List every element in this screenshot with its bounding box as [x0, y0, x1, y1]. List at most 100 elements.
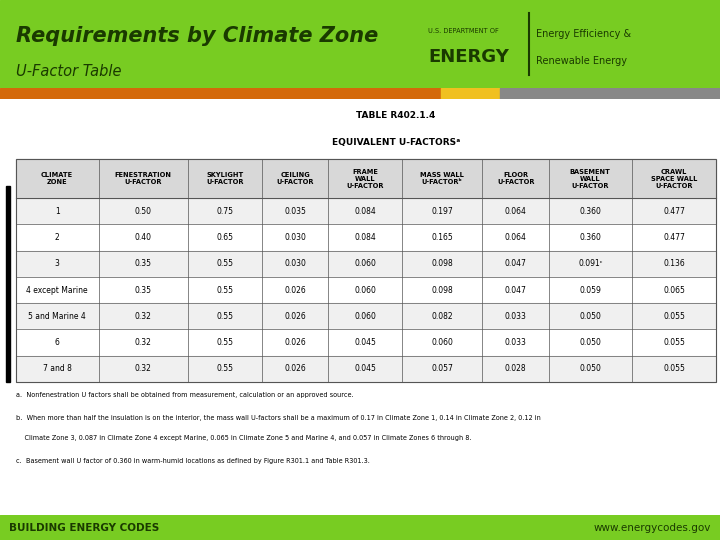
Text: CEILING
U-FACTOR: CEILING U-FACTOR: [276, 172, 314, 185]
Text: MASS WALL
U-FACTORᵇ: MASS WALL U-FACTORᵇ: [420, 172, 464, 185]
Bar: [16, 159, 716, 382]
Text: 0.32: 0.32: [135, 312, 152, 321]
Bar: [16, 198, 716, 225]
Text: 0.35: 0.35: [135, 259, 152, 268]
Text: 0.65: 0.65: [217, 233, 233, 242]
Text: 0.75: 0.75: [217, 207, 233, 216]
Text: 0.030: 0.030: [284, 233, 306, 242]
Text: ENERGY: ENERGY: [428, 48, 509, 65]
Text: a.  Nonfenestration U factors shall be obtained from measurement, calculation or: a. Nonfenestration U factors shall be ob…: [16, 393, 354, 399]
Text: 0.028: 0.028: [505, 364, 526, 373]
Text: 0.060: 0.060: [354, 259, 376, 268]
Text: 0.136: 0.136: [663, 259, 685, 268]
Text: 1: 1: [55, 207, 60, 216]
Text: 2: 2: [55, 233, 60, 242]
Text: FLOOR
U-FACTOR: FLOOR U-FACTOR: [497, 172, 534, 185]
Text: 0.060: 0.060: [354, 312, 376, 321]
Text: 0.064: 0.064: [505, 233, 526, 242]
Text: 0.082: 0.082: [431, 312, 453, 321]
Text: BASEMENT
WALL
U-FACTOR: BASEMENT WALL U-FACTOR: [570, 168, 611, 188]
Bar: [16, 277, 716, 303]
Text: 0.060: 0.060: [354, 286, 376, 294]
Text: 0.55: 0.55: [217, 364, 233, 373]
Bar: [16, 251, 716, 277]
Text: 0.026: 0.026: [284, 312, 306, 321]
Text: 0.55: 0.55: [217, 312, 233, 321]
Bar: [16, 329, 716, 356]
Text: 0.360: 0.360: [580, 233, 601, 242]
Text: CRAWL
SPACE WALL
U-FACTOR: CRAWL SPACE WALL U-FACTOR: [651, 168, 697, 188]
Bar: [16, 356, 716, 382]
Bar: [16, 303, 716, 329]
Text: 0.477: 0.477: [663, 207, 685, 216]
Text: 0.55: 0.55: [217, 286, 233, 294]
Bar: [441, 88, 500, 99]
Text: CLIMATE
ZONE: CLIMATE ZONE: [41, 172, 73, 185]
Text: 0.098: 0.098: [431, 259, 453, 268]
Bar: [500, 88, 720, 99]
Text: Climate Zone 3, 0.087 in Climate Zone 4 except Marine, 0.065 in Climate Zone 5 a: Climate Zone 3, 0.087 in Climate Zone 4 …: [16, 435, 472, 441]
Text: U.S. DEPARTMENT OF: U.S. DEPARTMENT OF: [428, 28, 499, 34]
Text: 0.050: 0.050: [580, 338, 601, 347]
Text: c.  Basement wall U factor of 0.360 in warm-humid locations as defined by Figure: c. Basement wall U factor of 0.360 in wa…: [16, 457, 369, 464]
Text: 0.045: 0.045: [354, 364, 376, 373]
Text: 0.045: 0.045: [354, 338, 376, 347]
Bar: [16, 225, 716, 251]
Text: 0.55: 0.55: [217, 338, 233, 347]
Text: 0.40: 0.40: [135, 233, 152, 242]
Text: www.energycodes.gov: www.energycodes.gov: [594, 523, 711, 532]
Text: 0.057: 0.057: [431, 364, 453, 373]
Text: FENESTRATION
U-FACTOR: FENESTRATION U-FACTOR: [115, 172, 172, 185]
Text: 7 and 8: 7 and 8: [42, 364, 71, 373]
Text: 0.060: 0.060: [431, 338, 453, 347]
Text: 0.091ᶜ: 0.091ᶜ: [578, 259, 603, 268]
Text: Renewable Energy: Renewable Energy: [536, 56, 627, 66]
Text: 0.059: 0.059: [580, 286, 601, 294]
Text: EQUIVALENT U-FACTORSᵃ: EQUIVALENT U-FACTORSᵃ: [332, 138, 460, 147]
Text: FRAME
WALL
U-FACTOR: FRAME WALL U-FACTOR: [346, 168, 384, 188]
Text: 0.35: 0.35: [135, 286, 152, 294]
Text: 0.035: 0.035: [284, 207, 306, 216]
Text: 0.026: 0.026: [284, 286, 306, 294]
Text: 0.084: 0.084: [354, 207, 376, 216]
Text: 0.32: 0.32: [135, 364, 152, 373]
Bar: [6, 186, 10, 382]
Text: SKYLIGHT
U-FACTOR: SKYLIGHT U-FACTOR: [206, 172, 243, 185]
Text: b.  When more than half the insulation is on the interior, the mass wall U-facto: b. When more than half the insulation is…: [16, 415, 541, 421]
Text: BUILDING ENERGY CODES: BUILDING ENERGY CODES: [9, 523, 159, 532]
Text: 0.064: 0.064: [505, 207, 526, 216]
Text: Requirements by Climate Zone: Requirements by Climate Zone: [16, 26, 378, 46]
Text: 0.026: 0.026: [284, 338, 306, 347]
Text: 0.360: 0.360: [580, 207, 601, 216]
Text: 0.050: 0.050: [580, 364, 601, 373]
Text: 0.55: 0.55: [217, 259, 233, 268]
Text: 0.098: 0.098: [431, 286, 453, 294]
Text: 0.165: 0.165: [431, 233, 453, 242]
Text: 0.32: 0.32: [135, 338, 152, 347]
Text: 6: 6: [55, 338, 60, 347]
Text: TABLE R402.1.4: TABLE R402.1.4: [356, 111, 436, 120]
Bar: [16, 159, 716, 198]
Text: Energy Efficiency &: Energy Efficiency &: [536, 29, 631, 39]
Text: 0.026: 0.026: [284, 364, 306, 373]
Text: 0.047: 0.047: [505, 259, 526, 268]
Text: 0.197: 0.197: [431, 207, 453, 216]
Text: 0.033: 0.033: [505, 312, 526, 321]
Text: 0.030: 0.030: [284, 259, 306, 268]
Text: 0.477: 0.477: [663, 233, 685, 242]
Text: 0.050: 0.050: [580, 312, 601, 321]
Bar: [0, 88, 441, 99]
Text: U-Factor Table: U-Factor Table: [16, 64, 122, 79]
Text: 0.033: 0.033: [505, 338, 526, 347]
Text: 0.055: 0.055: [663, 338, 685, 347]
Text: 3: 3: [55, 259, 60, 268]
Text: 0.055: 0.055: [663, 364, 685, 373]
Text: 0.055: 0.055: [663, 312, 685, 321]
Text: 4 except Marine: 4 except Marine: [27, 286, 88, 294]
Text: 0.047: 0.047: [505, 286, 526, 294]
Text: 0.084: 0.084: [354, 233, 376, 242]
Text: 0.065: 0.065: [663, 286, 685, 294]
Bar: [16, 159, 716, 382]
Text: 0.50: 0.50: [135, 207, 152, 216]
Text: 5 and Marine 4: 5 and Marine 4: [28, 312, 86, 321]
